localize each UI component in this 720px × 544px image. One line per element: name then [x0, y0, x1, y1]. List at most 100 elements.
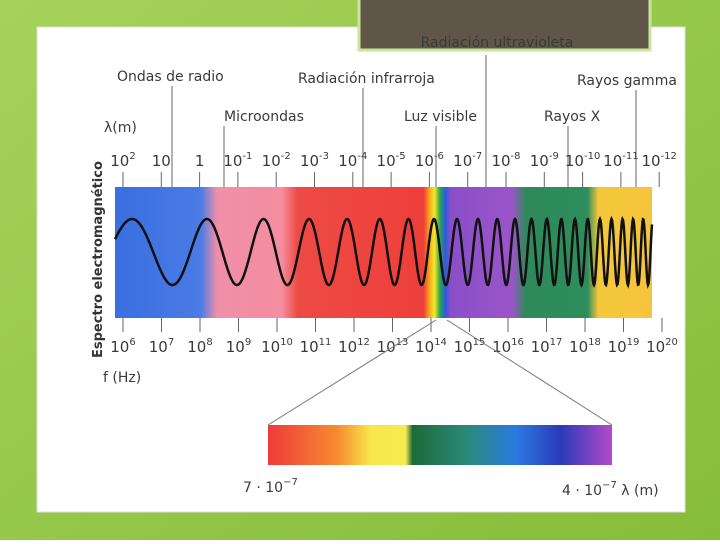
tick-base: 10 — [226, 338, 245, 356]
tick-sup: 6 — [129, 337, 135, 348]
tick-sup: 9 — [245, 337, 251, 348]
tick-base: 10 — [565, 152, 584, 170]
tick-label: 1010 — [261, 337, 293, 356]
tick-base: 10 — [262, 152, 281, 170]
tick-base: 10 — [492, 338, 511, 356]
tick-label: 107 — [149, 337, 174, 356]
tick-base: 10 — [453, 152, 472, 170]
title-box — [357, 0, 652, 52]
pointer-lines — [171, 55, 637, 192]
tick-label: 1017 — [531, 337, 563, 356]
label: Radiación infrarroja — [298, 71, 435, 87]
tick-label: 1015 — [454, 337, 486, 356]
label: Microondas — [224, 109, 304, 125]
tick-base: 10 — [152, 152, 171, 170]
tick-base: 10 — [377, 152, 396, 170]
tick-label: 1018 — [569, 337, 601, 356]
tick-label: 10 — [152, 152, 171, 170]
tick-base: 10 — [338, 338, 357, 356]
spectrum-band — [115, 187, 652, 318]
tick-label: 10-7 — [453, 151, 482, 170]
tick-sup: -11 — [622, 151, 638, 162]
tick-sup: 19 — [627, 337, 640, 348]
tick-sup: -5 — [396, 151, 406, 162]
tick-base: 10 — [377, 338, 396, 356]
tick-base: 10 — [149, 338, 168, 356]
tick-sup: 15 — [473, 337, 486, 348]
tick-sup: 7 — [168, 337, 174, 348]
tick-base: 10 — [110, 152, 129, 170]
tick-label: 10-1 — [223, 151, 252, 170]
tick-base: 10 — [415, 338, 434, 356]
tick-label: 1014 — [415, 337, 447, 356]
tick-label: 108 — [187, 337, 212, 356]
tick-label: 1012 — [338, 337, 370, 356]
tick-label: 1011 — [300, 337, 332, 356]
axis-label: λ(m) — [104, 120, 137, 136]
visible-band — [268, 425, 612, 465]
tick-label: 10-11 — [603, 151, 638, 170]
tick-sup: 14 — [434, 337, 447, 348]
axis-label: f (Hz) — [103, 370, 141, 386]
tick-label: 10-5 — [377, 151, 406, 170]
tick-label: 1019 — [608, 337, 640, 356]
tick-label: 106 — [110, 337, 135, 356]
tick-label: 10-3 — [300, 151, 329, 170]
tick-sup: 2 — [129, 151, 135, 162]
tick-sup: -4 — [357, 151, 367, 162]
tick-base: 10 — [261, 338, 280, 356]
tick-sup: -2 — [281, 151, 291, 162]
tick-base: 10 — [531, 338, 550, 356]
tick-base: 10 — [110, 338, 129, 356]
range-label: 4 · 10−7 λ (m) — [562, 480, 659, 499]
tick-base: 10 — [603, 152, 622, 170]
tick-label: 10-12 — [641, 151, 676, 170]
tick-sup: -6 — [434, 151, 444, 162]
wave — [113, 215, 654, 289]
tick-base: 10 — [569, 338, 588, 356]
label: Ondas de radio — [117, 69, 224, 85]
tick-sup: -8 — [511, 151, 521, 162]
tick-label: 10-2 — [262, 151, 291, 170]
tick-sup: -1 — [242, 151, 252, 162]
tick-base: 10 — [608, 338, 627, 356]
tick-base: 10 — [187, 338, 206, 356]
tick-sup: -7 — [472, 151, 482, 162]
range-label: 7 · 10−7 — [243, 477, 298, 496]
tick-label: 1013 — [377, 337, 409, 356]
tick-label: 1020 — [646, 337, 678, 356]
tick-label: 102 — [110, 151, 135, 170]
tick-label: 10-9 — [530, 151, 559, 170]
label: Rayos gamma — [577, 73, 677, 89]
label: Rayos X — [544, 109, 601, 125]
tick-base: 1 — [195, 152, 205, 170]
ticks: 102 10 1 10-1 10-2 10-3 10-4 10-5 10-6 10-7 10-8 10… — [110, 151, 678, 356]
tick-sup: 12 — [357, 337, 370, 348]
tick-sup: -3 — [319, 151, 329, 162]
tick-sup: 20 — [665, 337, 678, 348]
tick-base: 10 — [300, 338, 319, 356]
tick-base: 10 — [530, 152, 549, 170]
tick-sup: 17 — [550, 337, 563, 348]
tick-sup: -9 — [549, 151, 559, 162]
tick-base: 10 — [641, 152, 660, 170]
tick-sup: 11 — [319, 337, 332, 348]
tick-label: 10-8 — [491, 151, 520, 170]
tick-sup: 13 — [396, 337, 409, 348]
tick-base: 10 — [223, 152, 242, 170]
tick-label: 10-6 — [415, 151, 444, 170]
tick-label: 1 — [195, 152, 205, 170]
tick-sup: 16 — [511, 337, 524, 348]
tick-base: 10 — [415, 152, 434, 170]
tick-base: 10 — [491, 152, 510, 170]
zoom-line — [267, 319, 437, 426]
tick-sup: 10 — [280, 337, 293, 348]
tick-label: 109 — [226, 337, 251, 356]
tick-base: 10 — [646, 338, 665, 356]
tick-label: 10-4 — [338, 151, 367, 170]
tick-base: 10 — [300, 152, 319, 170]
tick-sup: 8 — [206, 337, 212, 348]
label: Luz visible — [404, 109, 477, 125]
